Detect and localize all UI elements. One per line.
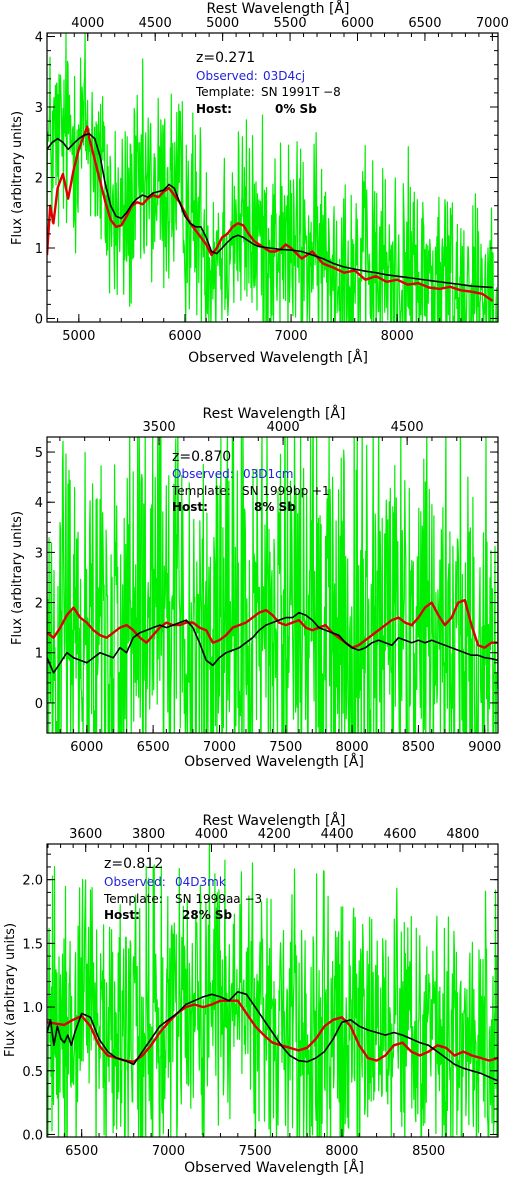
panel-2-host-label: Host: <box>172 500 208 514</box>
x-tick-label: 8000 <box>325 1144 358 1159</box>
x2-tick-label: 5500 <box>274 16 307 31</box>
y-tick-label: 0.0 <box>22 1128 43 1143</box>
x2-tick-label: 4000 <box>267 420 300 435</box>
x-tick-label: 7500 <box>269 740 302 755</box>
panel-2-host-value: 8% Sb <box>254 500 296 514</box>
panel-3-redshift: z=0.812 <box>104 856 163 872</box>
x2-tick-label: 3500 <box>143 420 176 435</box>
y-tick-label: 0 <box>35 697 43 712</box>
panel-1-host-label: Host: <box>196 102 232 116</box>
panel-1-x2label: Rest Wavelength [Å] <box>207 0 350 17</box>
panel-2-observed-spectrum <box>47 437 498 733</box>
x-tick-label: 8000 <box>336 740 369 755</box>
x-tick-label: 6000 <box>70 740 103 755</box>
x2-tick-label: 7000 <box>476 16 509 31</box>
panel-3-observed-value: 04D3mk <box>175 875 226 889</box>
y-tick-label: 1 <box>35 242 43 257</box>
panel-3-x2label: Rest Wavelength [Å] <box>203 812 346 829</box>
y-tick-label: 0.5 <box>22 1065 43 1080</box>
x-tick-label: 8500 <box>412 1144 445 1159</box>
x2-tick-label: 4400 <box>321 827 354 842</box>
panel-1-observed-value: 03D4cj <box>263 69 305 83</box>
panel-3-template-value: SN 1999aa −3 <box>175 892 262 906</box>
x-tick-label: 6500 <box>137 740 170 755</box>
x2-tick-label: 5000 <box>206 16 239 31</box>
x-tick-label: 6500 <box>65 1144 98 1159</box>
panel-3-host-label: Host: <box>104 908 140 922</box>
panel-2-ylabel: Flux (arbitrary units) <box>10 511 25 645</box>
panel-2-xlabel: Observed Wavelength [Å] <box>184 753 364 770</box>
panel-1-template-value: SN 1991T −8 <box>261 85 341 99</box>
x2-tick-label: 4000 <box>195 827 228 842</box>
panel-2-template-spectrum <box>47 598 498 649</box>
panel-1-model-spectrum <box>47 133 493 289</box>
x2-tick-label: 4500 <box>391 420 424 435</box>
x-tick-label: 8000 <box>381 329 414 344</box>
panel-2-model-spectrum <box>47 611 498 674</box>
panel-3-ylabel: Flux (arbitrary units) <box>3 923 18 1057</box>
panel-3-annotation: z=0.812 Observed: 04D3mk Template: SN 19… <box>103 856 262 922</box>
x2-tick-label: 4800 <box>446 827 479 842</box>
y-tick-label: 3 <box>35 546 43 561</box>
panel-1-template-spectrum <box>47 125 494 302</box>
y-tick-label: 4 <box>35 31 43 46</box>
panel-3-observed-spectrum <box>47 844 498 1137</box>
panel-1-redshift: z=0.271 <box>196 50 255 66</box>
panel-1-xlabel: Observed Wavelength [Å] <box>188 349 368 366</box>
x-tick-label: 9000 <box>468 740 501 755</box>
panel-2-template-value: SN 1999bp +1 <box>242 484 330 498</box>
y-tick-label: 5 <box>35 446 43 461</box>
y-tick-label: 1.0 <box>22 1001 43 1016</box>
panel-2-observed-value: 03D1cm <box>243 467 293 481</box>
panel-3-observed-label: Observed: <box>104 875 166 889</box>
x-tick-label: 6000 <box>168 329 201 344</box>
x2-tick-label: 6500 <box>408 16 441 31</box>
panel-3: 6500 7000 7500 8000 8500 3600 3800 4000 4200 4400… <box>3 812 499 1176</box>
x2-tick-label: 6000 <box>341 16 374 31</box>
panel-3-template-label: Template: <box>103 892 163 906</box>
panel-2-template-label: Template: <box>171 484 231 498</box>
panel-1-annotation: z=0.271 Observed: 03D4cj Template: SN 19… <box>195 50 341 116</box>
x-tick-label: 5000 <box>62 329 95 344</box>
y-tick-label: 3 <box>35 101 43 116</box>
x2-tick-label: 4200 <box>258 827 291 842</box>
panel-1-observed-spectrum <box>47 33 498 322</box>
y-tick-label: 1 <box>35 647 43 662</box>
x2-tick-label: 4500 <box>139 16 172 31</box>
panel-3-xlabel: Observed Wavelength [Å] <box>184 1159 364 1176</box>
panel-2-observed-label: Observed: <box>172 467 234 481</box>
panel-1-template-label: Template: <box>195 85 255 99</box>
x-tick-label: 7000 <box>203 740 236 755</box>
x-tick-label: 8500 <box>402 740 435 755</box>
panel-1-ylabel: Flux (arbitrary units) <box>10 111 25 245</box>
panel-1-host-value: 0% Sb <box>275 102 317 116</box>
panel-2-x2label: Rest Wavelength [Å] <box>203 405 346 422</box>
x2-tick-label: 3800 <box>132 827 165 842</box>
x2-tick-label: 4000 <box>71 16 104 31</box>
y-tick-label: 2.0 <box>22 874 43 889</box>
x-tick-label: 7000 <box>275 329 308 344</box>
x2-tick-label: 3600 <box>69 827 102 842</box>
panel-3-host-value: 28% Sb <box>182 908 233 922</box>
y-tick-label: 2 <box>35 597 43 612</box>
panel-2-redshift: z=0.870 <box>172 449 231 465</box>
x2-tick-label: 4600 <box>383 827 416 842</box>
panel-1: 5000 6000 7000 8000 4000 4500 5000 5500 6000 6500… <box>0 0 514 390</box>
x-tick-label: 7500 <box>239 1144 272 1159</box>
y-tick-label: 2 <box>35 172 43 187</box>
x-tick-label: 7000 <box>152 1144 185 1159</box>
panel-3-model-spectrum <box>47 991 498 1082</box>
panel-2-annotation: z=0.870 Observed: 03D1cm Template: SN 19… <box>171 449 330 514</box>
panel-1-observed-label: Observed: <box>196 69 258 83</box>
y-tick-label: 1.5 <box>22 937 43 952</box>
y-tick-label: 4 <box>35 496 43 511</box>
panel-1-plot: 5000 6000 7000 8000 4000 4500 5000 5500 6000 6500… <box>35 16 509 344</box>
y-tick-label: 0 <box>35 312 43 327</box>
panel-3-plot: 6500 7000 7500 8000 8500 3600 3800 4000 4200 4400… <box>22 827 499 1159</box>
